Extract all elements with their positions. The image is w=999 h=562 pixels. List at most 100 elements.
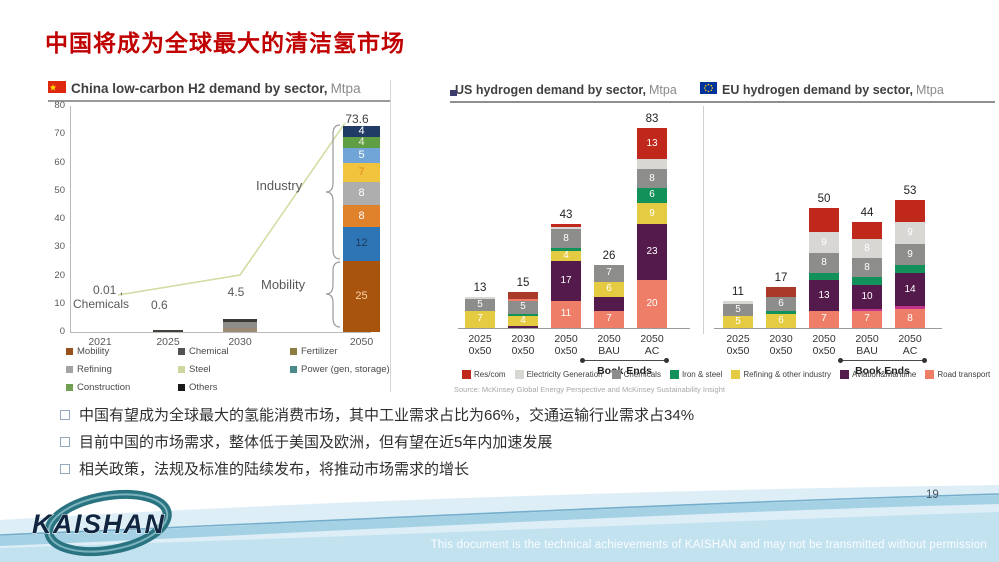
trend-line: [117, 122, 346, 296]
y-tick-label: 50: [54, 184, 65, 196]
industry-label: Industry: [256, 178, 303, 193]
bar-segment: 4: [508, 316, 538, 326]
bar-segment-value: 8: [358, 209, 365, 222]
china-chart-panel: ★ China low-carbon H2 demand by sector, …: [48, 80, 391, 393]
mobility-label: Mobility: [261, 277, 306, 292]
value-label-2030: 4.5: [227, 285, 245, 299]
legend-item: Chemicals: [611, 370, 661, 379]
bar-segment-value: 8: [563, 233, 569, 245]
bullet-text: 中国有望成为全球最大的氢能消费市场，其中工业需求占比为66%，交通运输行业需求占…: [79, 407, 695, 424]
x-axis-label: 2025 0x50: [468, 333, 492, 357]
bar-total: 43: [559, 209, 573, 222]
x-axis-label: 2050 BAU: [597, 333, 621, 357]
legend-label: Electricity Generation: [526, 370, 603, 379]
bar-segment-value: 8: [358, 187, 365, 200]
legend-swatch: [514, 370, 524, 379]
bullet-item: 中国有望成为全球最大的氢能消费市场，其中工业需求占比为66%，交通运输行业需求占…: [60, 406, 970, 426]
legend-item: Fertilizer: [290, 346, 390, 357]
bar-segment: 6: [766, 296, 796, 312]
bullet-item: 相关政策，法规及标准的陆续发布，将推动市场需求的增长: [60, 460, 970, 480]
bar-segment-value: 8: [907, 312, 913, 324]
bullet-square-icon: [60, 410, 70, 420]
bar-total: 15: [516, 276, 530, 289]
legend-item: Aviation&Maritime: [840, 370, 916, 379]
bar-segment-value: 6: [778, 297, 784, 309]
bar-segment-value: 8: [864, 242, 870, 254]
x-axis-label: 2030: [228, 336, 252, 348]
legend-item: Construction: [66, 382, 178, 393]
x-axis-label: 2030 0x50: [769, 333, 793, 357]
bar-segment: 14: [895, 272, 925, 307]
kaishan-logo: KAISHAN: [32, 489, 172, 557]
bar-segment-value: 4: [520, 314, 526, 326]
legend-item: Chemical: [178, 346, 290, 357]
bar-segment-value: 5: [477, 299, 483, 311]
legend-swatch: [66, 384, 73, 391]
bullet-square-icon: [60, 464, 70, 474]
bar-segment: [637, 159, 667, 169]
bar-segment: 12: [343, 227, 380, 262]
legend-label: Mobility: [77, 346, 110, 357]
x-axis-line: [458, 328, 690, 329]
bar-segment: 13: [809, 279, 839, 312]
bullet-square-icon: [60, 437, 70, 447]
bar-segment: [465, 296, 495, 300]
legend-swatch: [669, 370, 679, 379]
bar-segment-value: 13: [646, 137, 658, 149]
bar-segment-value: 7: [477, 313, 483, 325]
china-chart-header: ★ China low-carbon H2 demand by sector, …: [48, 80, 390, 102]
bar-segment: 8: [343, 182, 380, 205]
bar-segment: 5: [465, 299, 495, 312]
bar-segment: [551, 224, 581, 227]
bar-segment-value: 17: [560, 274, 572, 286]
bar-segment-value: 7: [821, 313, 827, 325]
bar-total: 53: [903, 185, 917, 198]
bar-segment-value: 11: [560, 308, 572, 320]
bar-segment: 7: [594, 311, 624, 328]
book-ends-dot: [580, 358, 585, 363]
x-axis-label: 2050 0x50: [554, 333, 578, 357]
bar-segment-value: 5: [735, 303, 741, 315]
bar-segment: 4: [551, 251, 581, 261]
bar-segment: [852, 221, 882, 239]
bar-segment: 4: [343, 125, 380, 138]
bar-segment: 7: [465, 311, 495, 328]
bar-segment: 7: [809, 311, 839, 328]
legend-swatch: [178, 384, 185, 391]
bar-segment-value: 7: [864, 313, 870, 325]
legend-swatch: [66, 366, 73, 373]
us-eu-divider: [703, 106, 704, 334]
x-axis-label: 2050 0x50: [812, 333, 836, 357]
legend-item: Electricity Generation: [514, 370, 603, 379]
us-eu-chart-plot: 7 5 13 2025 0x50 4 5 15 2030 0x50 11 17 4 8 43 2050 0x50…: [450, 108, 995, 377]
us-chart-title-row: US hydrogen demand by sector, Mtpa: [450, 82, 700, 97]
legend-item: Iron & steel: [669, 370, 722, 379]
bar-segment: [895, 306, 925, 309]
bar-segment-value: 8: [821, 257, 827, 269]
legend-label: Res/com: [474, 370, 506, 379]
bar-segment-value: 5: [520, 301, 526, 313]
bar-segment: 8: [809, 253, 839, 273]
bar-segment-value: 9: [821, 236, 827, 248]
bar-total: 83: [645, 112, 659, 125]
us-eu-chart-header: US hydrogen demand by sector, Mtpa EU hy…: [450, 81, 995, 103]
svg-text:★: ★: [49, 82, 57, 92]
bar-segment: 6: [766, 313, 796, 328]
source-note: Source: McKinsey Global Energy Perspecti…: [454, 385, 725, 394]
eu-chart-unit: Mtpa: [916, 82, 944, 97]
book-ends-dot: [838, 358, 843, 363]
bar-segment: [895, 200, 925, 222]
mobility-brace: [325, 261, 341, 328]
y-tick-label: 60: [54, 156, 65, 168]
industry-brace: [325, 124, 341, 260]
bar-segment-value: 20: [646, 297, 658, 309]
bar-segment-value: 14: [904, 283, 916, 295]
y-tick-label: 10: [54, 297, 65, 309]
eu-chart-title: EU hydrogen demand by sector,: [722, 82, 914, 97]
bar-total: 13: [473, 281, 487, 294]
bar-segment: [852, 277, 882, 285]
china-chart-unit: Mtpa: [330, 81, 361, 96]
y-tick-label: 80: [54, 100, 65, 111]
legend-label: Construction: [77, 382, 131, 393]
book-ends-dot: [922, 358, 927, 363]
